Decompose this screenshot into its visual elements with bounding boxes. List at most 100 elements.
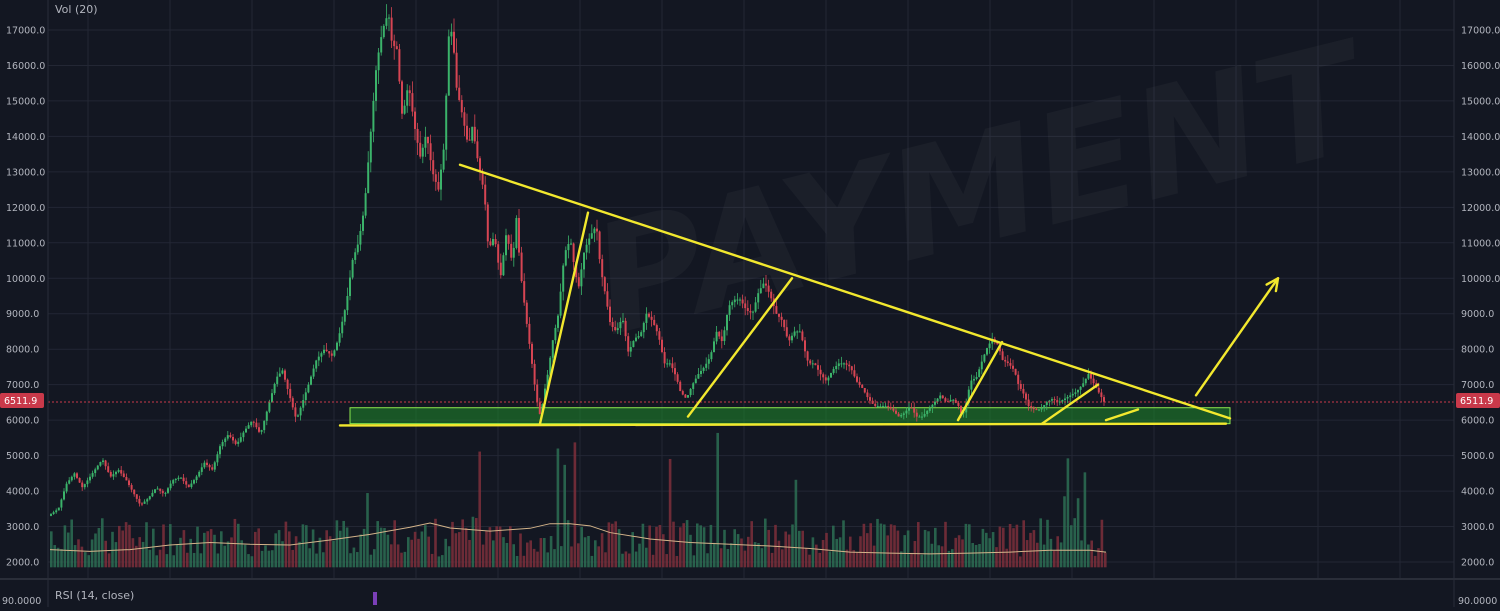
volume-bar xyxy=(196,526,199,568)
candle-body xyxy=(603,277,606,292)
trendlines[interactable] xyxy=(338,163,1280,427)
candle-body xyxy=(960,405,962,413)
volume-bar xyxy=(383,528,386,568)
volume-bar xyxy=(424,525,427,568)
candle-body xyxy=(954,399,957,403)
candle-body xyxy=(276,376,279,384)
candle-body xyxy=(567,243,570,251)
candle-body xyxy=(988,343,991,349)
volume-bar xyxy=(393,520,396,568)
volume-bar xyxy=(254,531,257,568)
candle-body xyxy=(112,474,115,477)
candle-body xyxy=(239,437,242,442)
candle-body xyxy=(299,407,302,416)
volume-bar xyxy=(726,549,730,568)
candle-body xyxy=(315,360,318,369)
volume-bar xyxy=(417,538,420,568)
volume-bar xyxy=(543,537,546,568)
volume-bar xyxy=(886,535,889,568)
volume-bar xyxy=(220,531,223,568)
candle-body xyxy=(913,408,916,413)
volume-bar xyxy=(624,551,628,568)
volume-bar xyxy=(1029,532,1032,568)
rsi-indicator-label[interactable]: RSI (14, close) xyxy=(55,589,135,602)
volume-bar xyxy=(131,538,135,568)
volume-bar xyxy=(804,547,808,568)
candle-body xyxy=(1092,378,1095,384)
candle-body xyxy=(525,302,528,324)
volume-bar xyxy=(828,551,832,568)
candle-body xyxy=(107,466,110,473)
candle-body xyxy=(874,403,877,406)
volume-indicator-label[interactable]: Vol (20) xyxy=(55,3,98,16)
volume-bar xyxy=(223,545,226,568)
volume-bar xyxy=(900,551,903,568)
volume-bar xyxy=(947,550,951,568)
price-tick-label-left: 12000.0 xyxy=(6,203,45,214)
volume-bar xyxy=(998,526,1002,568)
volume-bar xyxy=(298,541,301,568)
candle-body xyxy=(570,243,572,245)
volume-bar xyxy=(1042,544,1046,568)
price-axis: 17000.0 17000.0 16000.0 16000.0 15000.0 15000… xyxy=(6,26,1500,569)
candle-body xyxy=(252,421,255,423)
volume-bar xyxy=(407,537,410,568)
price-tick-label-right: 11000.0 xyxy=(1461,238,1500,249)
candle-body xyxy=(637,336,640,338)
volume-bar xyxy=(957,535,961,568)
candle-body xyxy=(89,476,91,481)
candle-body xyxy=(346,296,349,311)
candle-body xyxy=(923,413,926,417)
candle-body xyxy=(798,331,801,333)
candle-body xyxy=(455,52,458,88)
candle-body xyxy=(499,262,502,276)
volume-bar xyxy=(682,523,685,568)
candle-body xyxy=(692,383,695,389)
price-tick-label-right: 5000.0 xyxy=(1461,451,1494,462)
volume-bar xyxy=(787,534,791,568)
volume-bar xyxy=(665,554,668,568)
candle-body xyxy=(978,369,981,377)
candle-body xyxy=(512,247,515,258)
candle-body xyxy=(250,421,253,426)
volume-bar xyxy=(923,529,927,568)
volume-bar xyxy=(369,554,373,568)
candle-body xyxy=(1017,374,1020,384)
candle-body xyxy=(143,501,146,504)
volume-bar xyxy=(716,432,719,568)
volume-bar xyxy=(158,549,162,568)
price-tick-label-left: 6000.0 xyxy=(6,416,39,427)
volume-bar xyxy=(641,523,645,568)
volume-bar xyxy=(750,521,753,568)
candle-body xyxy=(159,488,162,491)
candle-body xyxy=(752,311,754,313)
volume-bar xyxy=(301,524,305,568)
volume-bar xyxy=(281,541,284,568)
candle-body xyxy=(941,395,944,399)
candle-body xyxy=(185,481,188,485)
candle-body xyxy=(364,193,367,216)
volume-bar xyxy=(668,458,672,568)
candle-body xyxy=(117,470,120,472)
candle-body xyxy=(343,310,346,322)
candle-body xyxy=(811,363,814,365)
volume-bar xyxy=(645,547,648,568)
volume-bar xyxy=(308,548,311,568)
candle-body xyxy=(1066,396,1069,399)
volume-bar xyxy=(400,552,403,568)
volume-bar xyxy=(872,545,876,568)
volume-bar xyxy=(277,530,281,568)
candle-body xyxy=(611,322,614,327)
candle-body xyxy=(169,483,172,489)
candle-body xyxy=(830,372,832,378)
candle-body xyxy=(302,400,305,408)
volume-bar xyxy=(944,521,947,568)
candle-body xyxy=(1064,398,1066,401)
candle-body xyxy=(856,376,858,382)
candle-body xyxy=(406,90,409,106)
volume-bar xyxy=(454,533,458,568)
candle-body xyxy=(915,412,918,417)
candle-body xyxy=(307,384,310,393)
price-tick-label-right: 17000.0 xyxy=(1461,26,1500,37)
